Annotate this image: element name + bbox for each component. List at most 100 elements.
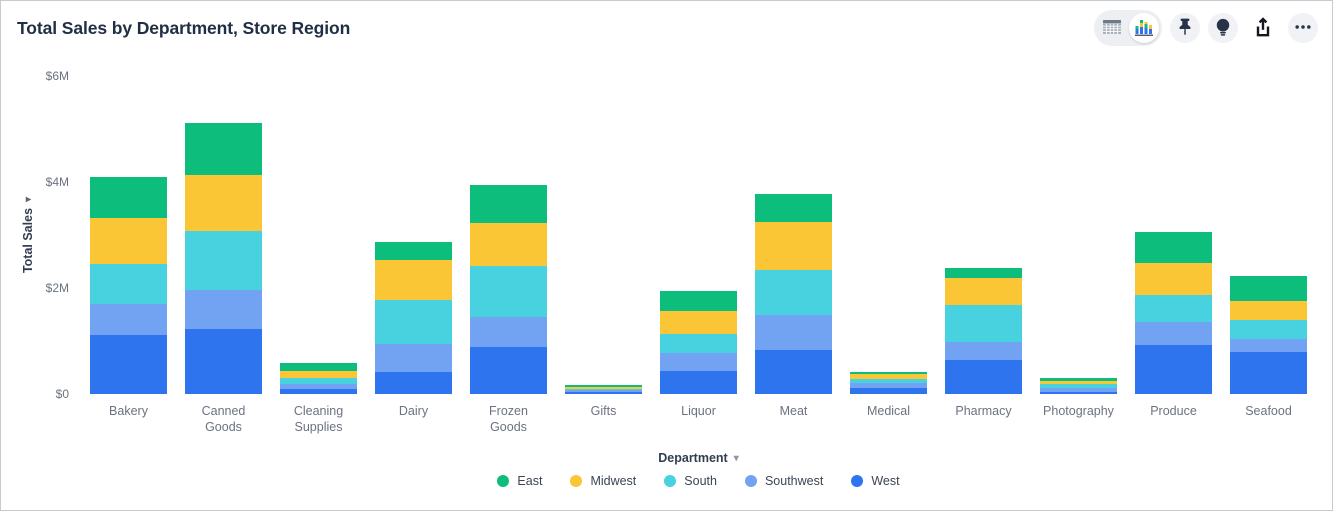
bar-segment-southwest[interactable] <box>565 390 642 392</box>
bar-segment-midwest[interactable] <box>945 278 1022 305</box>
x-category-label: Photography <box>1043 404 1114 418</box>
bar-segment-east[interactable] <box>850 371 927 375</box>
bar-segment-west[interactable] <box>470 346 547 394</box>
bar-segment-southwest[interactable] <box>945 341 1022 361</box>
ellipsis-icon <box>1293 17 1313 40</box>
bar-segment-south[interactable] <box>1230 319 1307 339</box>
bar-segment-east[interactable] <box>470 184 547 224</box>
legend-item-midwest[interactable]: Midwest <box>570 474 636 488</box>
y-tick-label: $2M <box>45 281 69 295</box>
legend-label: Southwest <box>764 474 824 488</box>
bar-segment-southwest[interactable] <box>185 289 262 330</box>
pin-button[interactable] <box>1170 13 1200 43</box>
bar-segment-southwest[interactable] <box>1040 388 1117 392</box>
bar-segment-southwest[interactable] <box>90 304 167 335</box>
legend-dot-icon <box>851 475 864 487</box>
bar-segment-south[interactable] <box>280 378 357 384</box>
bar-segment-south[interactable] <box>1135 295 1212 322</box>
y-tick-label: $4M <box>45 175 69 189</box>
legend-dot-icon <box>570 475 583 487</box>
legend-item-west[interactable]: West <box>851 474 900 488</box>
caret-down-icon: ▾ <box>733 452 739 464</box>
table-view-button[interactable] <box>1097 13 1127 43</box>
bar-segment-south[interactable] <box>850 378 927 384</box>
more-options-button[interactable] <box>1288 13 1318 43</box>
bar-segment-south[interactable] <box>945 304 1022 342</box>
bar-segment-east[interactable] <box>1135 232 1212 263</box>
bar-segment-midwest[interactable] <box>660 310 737 334</box>
bar-segment-south[interactable] <box>90 264 167 305</box>
bar-segment-southwest[interactable] <box>280 383 357 389</box>
bar-segment-west[interactable] <box>280 388 357 394</box>
legend-item-southwest[interactable]: Southwest <box>744 474 824 488</box>
bar-segment-south[interactable] <box>185 231 262 290</box>
x-category-label: Bakery <box>109 404 148 418</box>
bar-segment-west[interactable] <box>1230 351 1307 394</box>
legend-label: West <box>871 474 900 488</box>
bar-segment-southwest[interactable] <box>850 383 927 388</box>
bar-segment-south[interactable] <box>1040 383 1117 389</box>
bar-segment-east[interactable] <box>280 363 357 371</box>
bar-segment-midwest[interactable] <box>185 175 262 232</box>
bar-segment-midwest[interactable] <box>1230 300 1307 320</box>
insights-button[interactable] <box>1208 13 1238 43</box>
legend-label: Midwest <box>590 474 637 488</box>
bar-chart-icon <box>1134 17 1154 40</box>
legend-label: South <box>684 474 717 488</box>
bar-segment-east[interactable] <box>660 290 737 311</box>
bar-segment-southwest[interactable] <box>1230 338 1307 352</box>
bar-segment-south[interactable] <box>755 269 832 316</box>
bar-segment-east[interactable] <box>375 241 452 261</box>
legend-item-east[interactable]: East <box>497 474 542 488</box>
chart-view-button[interactable] <box>1129 13 1159 43</box>
bar-segment-east[interactable] <box>565 385 642 387</box>
bar-segment-south[interactable] <box>660 333 737 354</box>
bar-segment-midwest[interactable] <box>90 218 167 265</box>
x-category-label: Seafood <box>1245 404 1292 418</box>
bar-segment-southwest[interactable] <box>1135 321 1212 345</box>
bar-segment-south[interactable] <box>565 388 642 391</box>
y-axis-title[interactable]: Total Sales ▾ <box>21 197 35 273</box>
bar-segment-west[interactable] <box>755 350 832 394</box>
bar-segment-west[interactable] <box>375 371 452 394</box>
bar-segment-southwest[interactable] <box>660 353 737 371</box>
bar-segment-south[interactable] <box>375 299 452 345</box>
bar-segment-south[interactable] <box>470 265 547 317</box>
x-axis-title[interactable]: Department ▾ <box>81 451 1316 465</box>
bar-segment-midwest[interactable] <box>375 260 452 300</box>
bar-segment-midwest[interactable] <box>1135 262 1212 296</box>
bar-segment-west[interactable] <box>850 387 927 394</box>
bar-segment-east[interactable] <box>90 177 167 219</box>
x-category-label: Cleaning Supplies <box>293 404 344 434</box>
bar-segment-west[interactable] <box>90 334 167 394</box>
bar-segment-midwest[interactable] <box>565 386 642 389</box>
bar-segment-east[interactable] <box>1040 377 1117 381</box>
x-category-label: Canned Goods <box>201 404 246 434</box>
share-icon <box>1251 15 1275 42</box>
bar-segment-midwest[interactable] <box>470 223 547 266</box>
bar-segment-midwest[interactable] <box>755 221 832 270</box>
bar-segment-west[interactable] <box>565 391 642 394</box>
bar-segment-west[interactable] <box>1135 344 1212 394</box>
bar-segment-east[interactable] <box>945 267 1022 279</box>
bar-segment-east[interactable] <box>1230 275 1307 301</box>
bar-segment-west[interactable] <box>945 360 1022 394</box>
x-category-label: Dairy <box>398 404 429 418</box>
share-button[interactable] <box>1246 11 1280 45</box>
bar-segment-west[interactable] <box>1040 391 1117 394</box>
x-category-label: Gifts <box>590 404 617 418</box>
bar-segment-east[interactable] <box>755 194 832 222</box>
bar-segment-southwest[interactable] <box>470 316 547 347</box>
bar-segment-midwest[interactable] <box>1040 380 1117 384</box>
bar-segment-southwest[interactable] <box>375 344 452 372</box>
bar-segment-southwest[interactable] <box>755 315 832 351</box>
bar-segment-west[interactable] <box>660 370 737 394</box>
bar-segment-midwest[interactable] <box>850 374 927 379</box>
x-category-label: Medical <box>866 404 911 418</box>
bar-segment-west[interactable] <box>185 329 262 394</box>
legend-item-south[interactable]: South <box>664 474 717 488</box>
bar-segment-east[interactable] <box>185 123 262 176</box>
bar-segment-midwest[interactable] <box>280 370 357 379</box>
x-category-label: Pharmacy <box>955 404 1012 418</box>
